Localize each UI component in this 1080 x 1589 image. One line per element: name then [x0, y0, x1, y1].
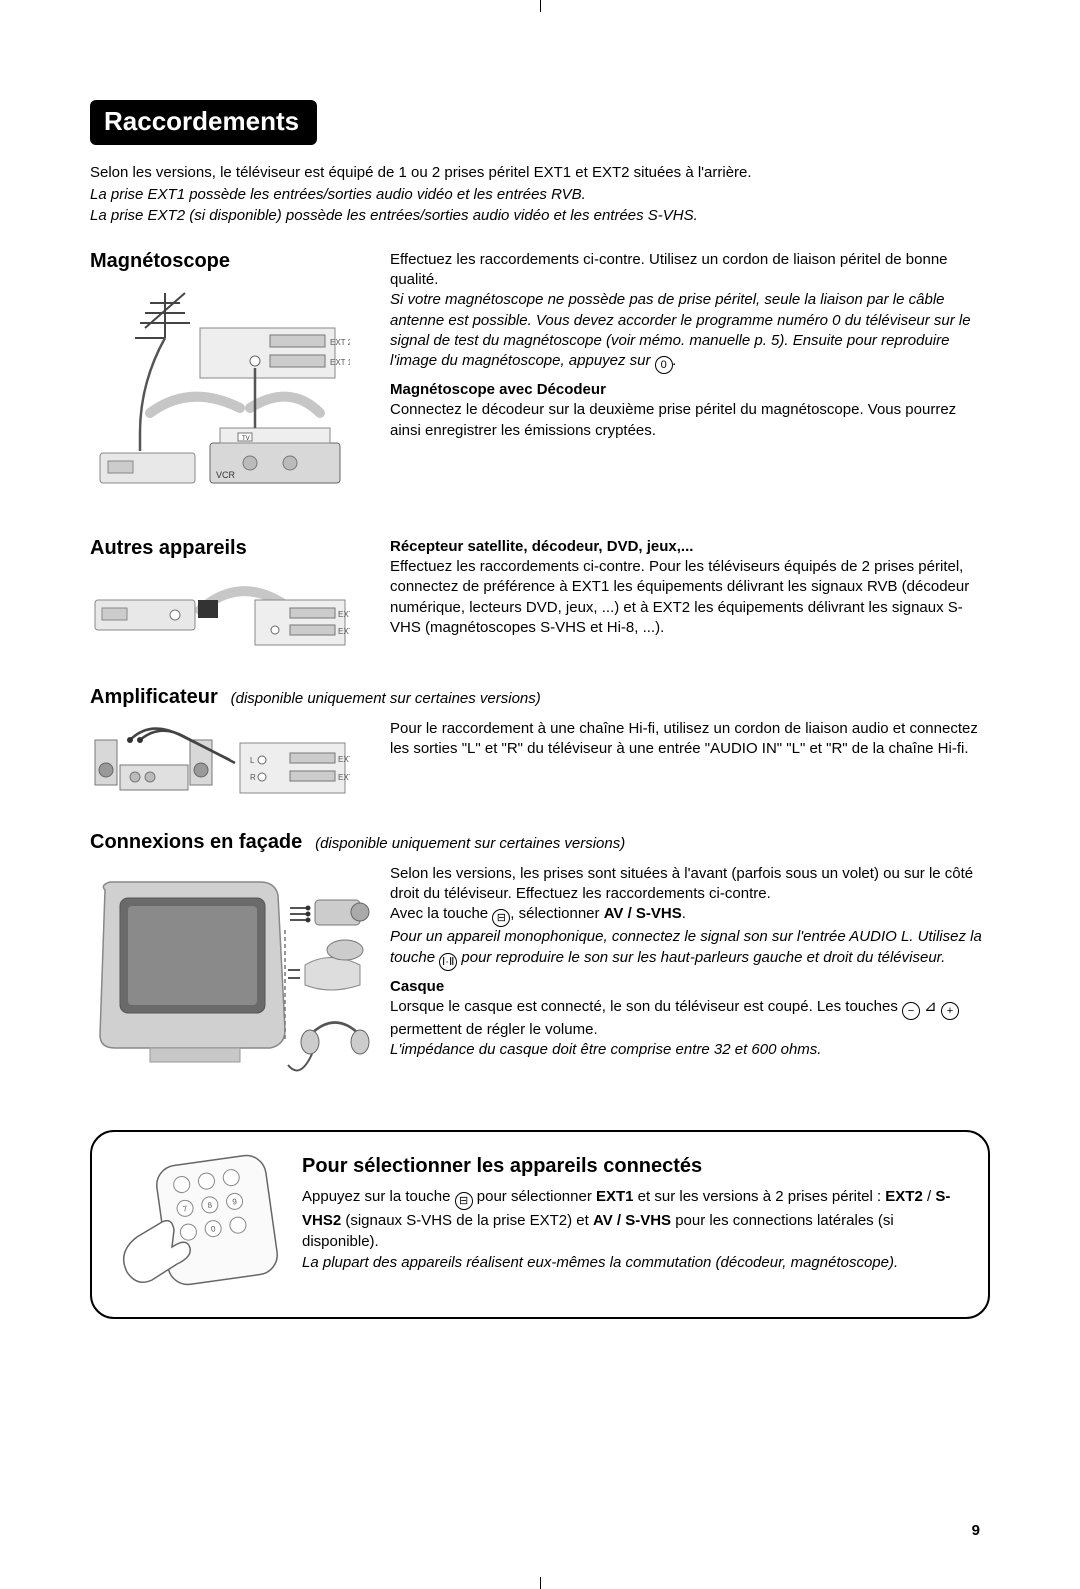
ampli-diagram: L EXT 2 R EXT 1: [90, 725, 350, 805]
svg-text:EXT 2: EXT 2: [338, 755, 350, 764]
source-button-icon: ⊟: [492, 909, 510, 927]
bottom-para: Appuyez sur la touche ⊟ pour sélectionne…: [302, 1186, 964, 1252]
magnetoscope-para1: Effectuez les raccordements ci-contre. U…: [390, 250, 990, 291]
svg-text:TV: TV: [242, 436, 250, 442]
magnetoscope-subtitle: Magnétoscope avec Décodeur: [390, 380, 990, 400]
autres-subtitle: Récepteur satellite, décodeur, DVD, jeux…: [390, 537, 990, 557]
ampli-note: (disponible uniquement sur certaines ver…: [222, 690, 541, 707]
magnetoscope-title: Magnétoscope: [90, 250, 390, 273]
facade-para2: Avec la touche ⊟, sélectionner AV / S-VH…: [390, 904, 990, 927]
casque-italic: L'impédance du casque doit être comprise…: [390, 1040, 990, 1060]
zero-button-icon: 0: [655, 356, 673, 374]
casque-title: Casque: [390, 977, 990, 997]
autres-para1: Effectuez les raccordements ci-contre. P…: [390, 557, 990, 638]
page-number: 9: [972, 1522, 980, 1539]
plus-button-icon: +: [941, 1002, 959, 1020]
bottom-title: Pour sélectionner les appareils connecté…: [302, 1152, 964, 1180]
remote-diagram: 789 0: [102, 1152, 292, 1292]
section-autres: Autres appareils EXT 2 EXT 1 Ré: [90, 537, 990, 660]
magnetoscope-para2: Si votre magnétoscope ne possède pas de …: [390, 290, 990, 374]
svg-text:R: R: [250, 773, 256, 782]
section-ampli: L EXT 2 R EXT 1 Pour le raccordement à u…: [90, 719, 990, 805]
source-button-icon-2: ⊟: [455, 1192, 473, 1210]
magnetoscope-diagram: EXT 2 EXT 1 TV VCR: [90, 283, 350, 513]
bottom-callout: 789 0 Pour sélectionner les appareils co…: [90, 1130, 990, 1319]
casque-para: Lorsque le casque est connecté, le son d…: [390, 997, 990, 1040]
svg-text:VCR: VCR: [216, 470, 236, 480]
facade-title: Connexions en façade: [90, 831, 302, 853]
page-title-pill: Raccordements: [90, 100, 317, 145]
facade-para3: Pour un appareil monophonique, connectez…: [390, 927, 990, 970]
ampli-para1: Pour le raccordement à une chaîne Hi-fi,…: [390, 719, 990, 760]
facade-diagram: [90, 870, 350, 1100]
section-facade: Selon les versions, les prises sont situ…: [90, 864, 990, 1100]
facade-note: (disponible uniquement sur certaines ver…: [307, 835, 626, 852]
bottom-italic: La plupart des appareils réalisent eux-m…: [302, 1252, 964, 1273]
facade-para1: Selon les versions, les prises sont situ…: [390, 864, 990, 905]
magnetoscope-para3: Connectez le décodeur sur la deuxième pr…: [390, 400, 990, 441]
i-ii-button-icon: Ⅰ·Ⅱ: [439, 953, 457, 971]
intro-line-1: Selon les versions, le téléviseur est éq…: [90, 163, 990, 183]
svg-text:EXT 1: EXT 1: [338, 627, 350, 636]
intro-line-3: La prise EXT2 (si disponible) possède le…: [90, 206, 990, 226]
svg-text:EXT 2: EXT 2: [330, 338, 350, 347]
svg-text:EXT 1: EXT 1: [330, 358, 350, 367]
intro-line-2: La prise EXT1 possède les entrées/sortie…: [90, 185, 990, 205]
svg-text:EXT 1: EXT 1: [338, 773, 350, 782]
svg-text:EXT 2: EXT 2: [338, 610, 350, 619]
ampli-title: Amplificateur: [90, 686, 218, 708]
minus-button-icon: −: [902, 1002, 920, 1020]
autres-diagram: EXT 2 EXT 1: [90, 570, 350, 660]
svg-text:L: L: [250, 756, 255, 765]
autres-title: Autres appareils: [90, 537, 390, 560]
section-magnetoscope: Magnétoscope EXT 2 EXT 1: [90, 250, 990, 513]
